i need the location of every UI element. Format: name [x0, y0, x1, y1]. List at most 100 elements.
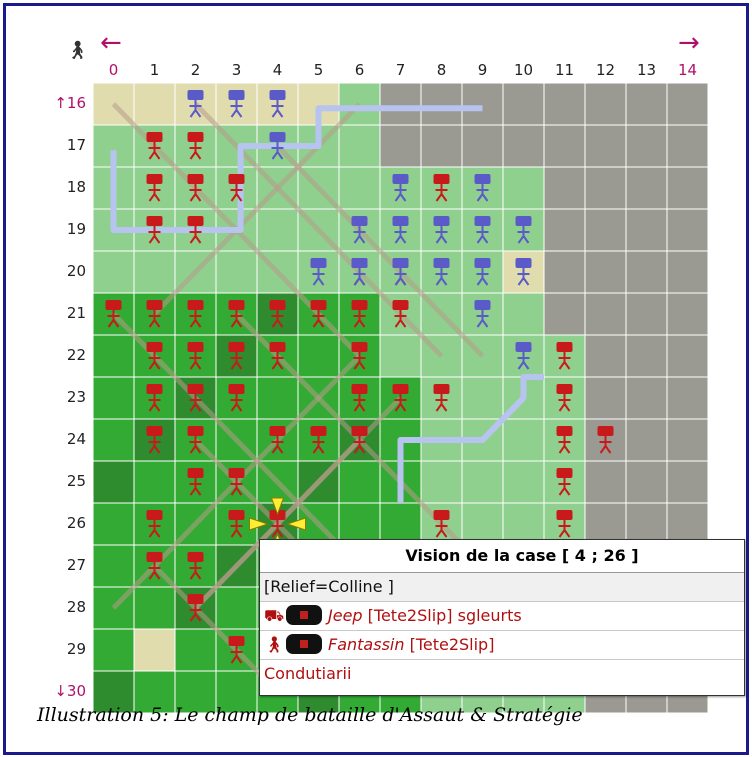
blue-unit[interactable] — [351, 216, 368, 244]
map-cell[interactable] — [625, 292, 668, 336]
map-cell[interactable] — [461, 460, 504, 504]
map-cell[interactable] — [625, 166, 668, 210]
map-cell[interactable] — [133, 628, 176, 672]
map-cell[interactable] — [461, 82, 504, 126]
blue-unit[interactable] — [392, 174, 409, 202]
blue-unit[interactable] — [474, 258, 491, 286]
blue-unit[interactable] — [515, 342, 532, 370]
map-cell[interactable] — [625, 250, 668, 294]
battle-map[interactable] — [6, 6, 746, 752]
blue-unit[interactable] — [392, 258, 409, 286]
red-unit[interactable] — [187, 384, 204, 412]
red-unit[interactable] — [146, 300, 163, 328]
map-cell[interactable] — [133, 670, 176, 714]
map-cell[interactable] — [666, 502, 709, 546]
blue-unit[interactable] — [474, 216, 491, 244]
map-cell[interactable] — [502, 166, 545, 210]
map-cell[interactable] — [338, 460, 381, 504]
map-cell[interactable] — [92, 334, 135, 378]
red-unit[interactable] — [187, 216, 204, 244]
red-unit[interactable] — [351, 384, 368, 412]
map-cell[interactable] — [666, 376, 709, 420]
map-cell[interactable] — [133, 250, 176, 294]
unit-line-fantassin[interactable]: 🚶︎ Fantassin [Tete2Slip] — [260, 631, 744, 660]
map-cell[interactable] — [338, 124, 381, 168]
blue-unit[interactable] — [392, 216, 409, 244]
map-cell[interactable] — [461, 124, 504, 168]
red-unit[interactable] — [556, 426, 573, 454]
map-cell[interactable] — [215, 250, 258, 294]
map-cell[interactable] — [92, 376, 135, 420]
red-unit[interactable] — [187, 174, 204, 202]
map-cell[interactable] — [584, 460, 627, 504]
red-unit[interactable] — [433, 384, 450, 412]
red-unit[interactable] — [146, 510, 163, 538]
map-cell[interactable] — [543, 292, 586, 336]
map-cell[interactable] — [338, 502, 381, 546]
blue-unit[interactable] — [433, 216, 450, 244]
map-cell[interactable] — [584, 166, 627, 210]
red-unit[interactable] — [228, 384, 245, 412]
map-cell[interactable] — [666, 166, 709, 210]
red-unit[interactable] — [187, 552, 204, 580]
map-cell[interactable] — [338, 166, 381, 210]
red-unit[interactable] — [269, 300, 286, 328]
map-cell[interactable] — [666, 418, 709, 462]
red-unit[interactable] — [146, 552, 163, 580]
map-cell[interactable] — [666, 124, 709, 168]
map-cell[interactable] — [256, 208, 299, 252]
map-cell[interactable] — [256, 376, 299, 420]
map-cell[interactable] — [584, 292, 627, 336]
red-unit[interactable] — [146, 174, 163, 202]
map-cell[interactable] — [666, 208, 709, 252]
map-cell[interactable] — [133, 586, 176, 630]
map-cell[interactable] — [625, 334, 668, 378]
red-unit[interactable] — [187, 594, 204, 622]
red-unit[interactable] — [556, 510, 573, 538]
map-cell[interactable] — [379, 334, 422, 378]
map-cell[interactable] — [502, 502, 545, 546]
red-unit[interactable] — [146, 342, 163, 370]
blue-unit[interactable] — [474, 174, 491, 202]
map-cell[interactable] — [461, 502, 504, 546]
map-cell[interactable] — [502, 418, 545, 462]
blue-unit[interactable] — [269, 132, 286, 160]
map-cell[interactable] — [502, 292, 545, 336]
red-unit[interactable] — [187, 426, 204, 454]
unit-line-jeep[interactable]: ⛟ Jeep [Tete2Slip] sgleurts — [260, 602, 744, 631]
map-cell[interactable] — [215, 586, 258, 630]
map-cell[interactable] — [543, 208, 586, 252]
map-cell[interactable] — [625, 124, 668, 168]
map-cell[interactable] — [625, 376, 668, 420]
map-cell[interactable] — [666, 334, 709, 378]
map-cell[interactable] — [379, 124, 422, 168]
row-label[interactable]: ↓30 — [54, 682, 86, 700]
blue-unit[interactable] — [433, 258, 450, 286]
red-unit[interactable] — [392, 384, 409, 412]
map-cell[interactable] — [420, 460, 463, 504]
map-cell[interactable] — [625, 460, 668, 504]
map-cell[interactable] — [543, 166, 586, 210]
map-cell[interactable] — [92, 544, 135, 588]
map-cell[interactable] — [625, 82, 668, 126]
map-cell[interactable] — [133, 82, 176, 126]
map-cell[interactable] — [420, 82, 463, 126]
red-unit[interactable] — [228, 174, 245, 202]
red-unit[interactable] — [187, 300, 204, 328]
map-cell[interactable] — [584, 124, 627, 168]
map-cell[interactable] — [92, 250, 135, 294]
red-unit[interactable] — [228, 510, 245, 538]
map-cell[interactable] — [625, 418, 668, 462]
map-cell[interactable] — [502, 124, 545, 168]
map-cell[interactable] — [297, 334, 340, 378]
right-arrow-icon[interactable]: → — [678, 28, 700, 58]
map-cell[interactable] — [133, 460, 176, 504]
red-unit[interactable] — [556, 384, 573, 412]
map-cell[interactable] — [584, 82, 627, 126]
red-unit[interactable] — [228, 300, 245, 328]
red-unit[interactable] — [556, 342, 573, 370]
map-cell[interactable] — [584, 250, 627, 294]
blue-unit[interactable] — [310, 258, 327, 286]
red-unit[interactable] — [187, 132, 204, 160]
map-cell[interactable] — [584, 376, 627, 420]
